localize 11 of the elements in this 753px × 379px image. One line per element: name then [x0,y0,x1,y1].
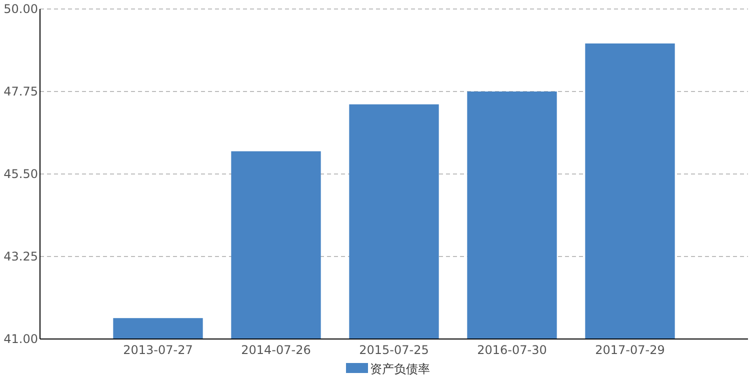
y-tick-label: 43.25 [4,250,38,264]
y-tick-label: 45.50 [4,167,38,181]
x-tick-label: 2016-07-30 [477,343,547,357]
y-tick-label: 50.00 [4,2,38,16]
x-tick-label: 2013-07-27 [123,343,193,357]
x-tick-label: 2017-07-29 [595,343,665,357]
x-tick-label: 2014-07-26 [241,343,311,357]
y-tick-label: 41.00 [4,332,38,346]
y-tick-label: 47.75 [4,84,38,98]
legend-label: 资产负债率 [370,362,430,376]
x-tick-label: 2015-07-25 [359,343,429,357]
